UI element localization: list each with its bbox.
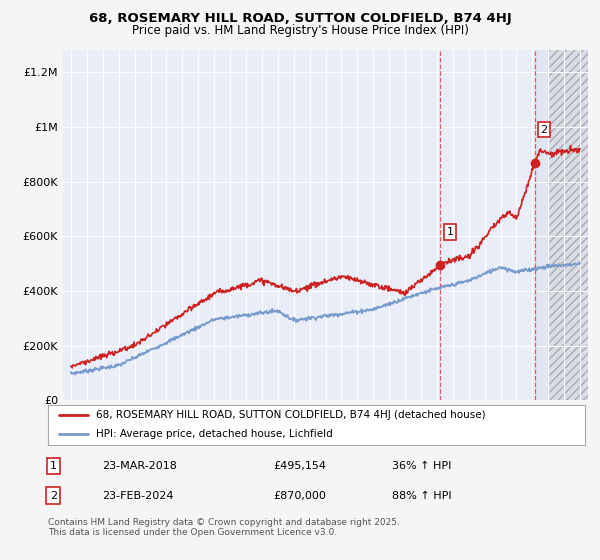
Text: 68, ROSEMARY HILL ROAD, SUTTON COLDFIELD, B74 4HJ: 68, ROSEMARY HILL ROAD, SUTTON COLDFIELD…	[89, 12, 511, 25]
Text: 1: 1	[446, 227, 454, 237]
Text: 23-MAR-2018: 23-MAR-2018	[102, 461, 176, 471]
Bar	[535, 50, 548, 400]
Text: 1: 1	[50, 461, 57, 471]
Text: 2: 2	[541, 125, 548, 135]
Text: £495,154: £495,154	[274, 461, 326, 471]
Text: Price paid vs. HM Land Registry's House Price Index (HPI): Price paid vs. HM Land Registry's House …	[131, 24, 469, 36]
Text: 68, ROSEMARY HILL ROAD, SUTTON COLDFIELD, B74 4HJ (detached house): 68, ROSEMARY HILL ROAD, SUTTON COLDFIELD…	[97, 410, 486, 420]
Bar	[548, 50, 588, 400]
Text: 2: 2	[50, 491, 57, 501]
Text: 88% ↑ HPI: 88% ↑ HPI	[392, 491, 451, 501]
Text: HPI: Average price, detached house, Lichfield: HPI: Average price, detached house, Lich…	[97, 429, 333, 439]
Text: 23-FEB-2024: 23-FEB-2024	[102, 491, 173, 501]
Text: Contains HM Land Registry data © Crown copyright and database right 2025.
This d: Contains HM Land Registry data © Crown c…	[48, 518, 400, 538]
Text: £870,000: £870,000	[274, 491, 326, 501]
Text: 36% ↑ HPI: 36% ↑ HPI	[392, 461, 451, 471]
